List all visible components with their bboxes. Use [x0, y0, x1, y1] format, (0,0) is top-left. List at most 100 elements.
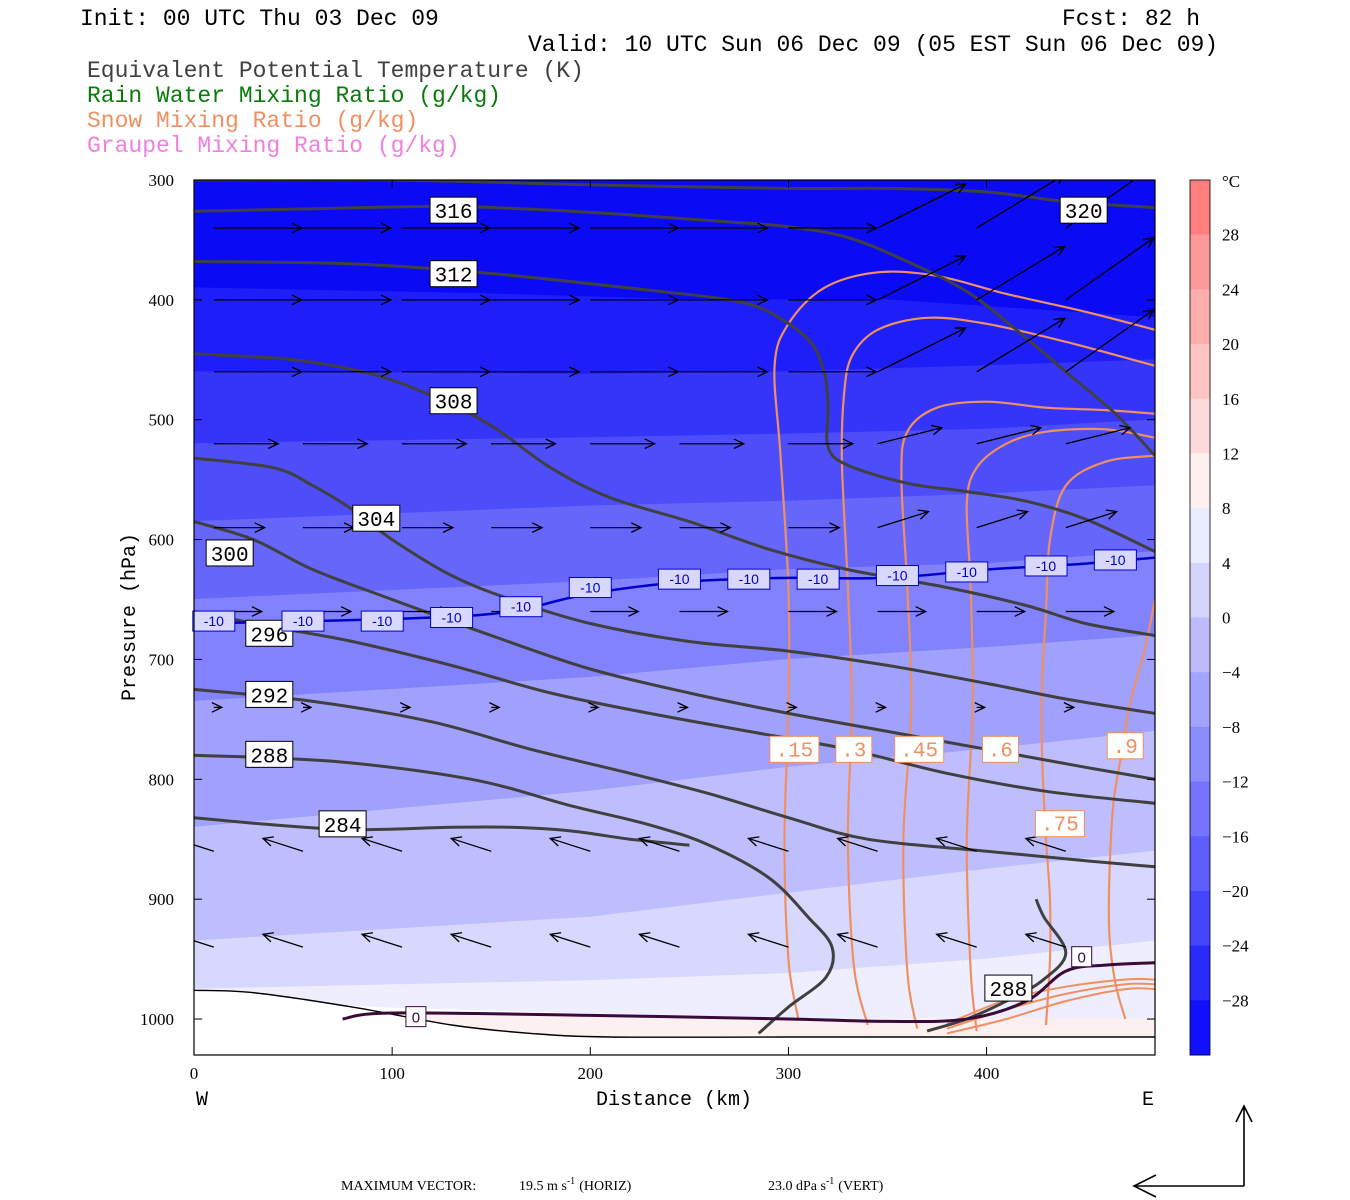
svg-text:0: 0 [1078, 950, 1086, 967]
wind-vector [399, 702, 412, 713]
wind-vector [677, 702, 689, 713]
snow-contour-label: .75 [1034, 810, 1085, 838]
wind-vector [302, 366, 393, 378]
max-vector-horiz-value: 19.5 m s [519, 1179, 567, 1194]
max-vector-vert-value: 23.0 dPa s [768, 1179, 826, 1194]
colorbar-swatch [1190, 453, 1210, 509]
wind-vector [638, 932, 680, 948]
x-tick-label: 0 [190, 1064, 199, 1083]
colorbar-label: −24 [1222, 937, 1249, 956]
wind-vector [875, 702, 888, 713]
isotherm-label: -10 [281, 610, 325, 632]
isotherm-label: -10 [430, 607, 474, 628]
wind-vector [1024, 836, 1067, 852]
wind-vector [877, 255, 967, 301]
snow-contour-label: .3 [835, 735, 873, 763]
svg-text:.9: .9 [1113, 737, 1138, 760]
wind-vector [747, 932, 789, 948]
wind-vector [261, 836, 304, 852]
svg-text:-10: -10 [957, 564, 977, 580]
colorbar-swatch [1190, 945, 1210, 1001]
isotherm-label: -10 [1024, 555, 1068, 577]
y-tick-label: 600 [149, 531, 175, 550]
isotherm-label: -10 [568, 577, 612, 599]
wind-vector [638, 836, 680, 852]
colorbar-swatch [1190, 1000, 1210, 1056]
wind-vector [976, 424, 1043, 445]
colorbar-swatch [1190, 344, 1210, 400]
wind-vector [788, 438, 855, 450]
wind-vector [877, 424, 944, 445]
wind-vector [402, 522, 455, 533]
temperature-colorbar: 28 24 20 16 12 8 4 0 −4 −8 −12 −16 −20 −24 −28 [1189, 179, 1249, 1056]
colorbar-swatch [1190, 890, 1210, 947]
colorbar-label: 4 [1222, 554, 1231, 573]
x-tick-label: 300 [776, 1064, 802, 1083]
wind-vector [402, 366, 492, 378]
colorbar-label: −28 [1222, 991, 1249, 1010]
wind-vector [588, 702, 600, 713]
plot-frame [193, 179, 1156, 1056]
snow-contour [1107, 599, 1155, 1020]
wind-vector [679, 438, 746, 450]
y-tick-label: 300 [149, 171, 175, 190]
wind-vectors [194, 180, 1155, 948]
contour-label: 316 [429, 196, 478, 225]
y-tick-label: 1000 [140, 1010, 174, 1029]
vector-key-arrows [1132, 1104, 1253, 1198]
isotherm-label: -10 [499, 596, 543, 618]
wind-vector [590, 366, 680, 378]
y-tick-label: 500 [149, 411, 175, 430]
snow-contour [946, 987, 1155, 1035]
svg-text:-10: -10 [204, 613, 224, 629]
y-tick-label: 900 [149, 890, 175, 909]
wind-vector [402, 438, 468, 450]
wind-vector [491, 294, 581, 306]
colorbar-label: 28 [1222, 226, 1239, 245]
wind-vector [300, 702, 313, 713]
x-axis-title: Distance (km) [596, 1089, 752, 1112]
colorbar-swatch [1190, 289, 1210, 345]
valid-time: Valid: 10 UTC Sun 06 Dec 09 (05 EST Sun … [528, 32, 1218, 58]
contour-labels: 320 316 312 308 304 300 296 292 288 288 284 -10 -10 -… [192, 196, 1144, 1028]
svg-text:-10: -10 [1105, 552, 1125, 568]
isotherm-label: -10 [360, 610, 404, 632]
svg-text:316: 316 [435, 202, 473, 225]
snow-contour-label: .9 [1106, 732, 1144, 760]
svg-text:284: 284 [324, 816, 362, 839]
wind-vector [590, 606, 640, 617]
svg-text:-10: -10 [372, 613, 392, 629]
wind-vector [679, 522, 732, 533]
wind-vector [788, 606, 838, 617]
svg-text:312: 312 [435, 266, 473, 289]
svg-text:.45: .45 [900, 740, 938, 763]
wind-vector [449, 836, 492, 852]
svg-text:308: 308 [435, 393, 473, 416]
wind-vector [788, 294, 878, 306]
wind-vector [590, 294, 680, 306]
wind-vector [491, 438, 558, 450]
svg-text:-10: -10 [887, 568, 907, 584]
wind-vector [935, 836, 977, 852]
x-tick-label: 200 [578, 1064, 604, 1083]
wind-vector [1065, 606, 1116, 617]
wind-vector [976, 245, 1066, 301]
svg-text:-10: -10 [739, 571, 759, 587]
svg-text:-10: -10 [441, 610, 461, 626]
contour-label: 308 [429, 387, 478, 416]
theta-e-contour [194, 180, 1155, 210]
svg-text:.6: .6 [988, 740, 1013, 763]
wind-vector [976, 180, 1062, 229]
snow-contour [900, 400, 1155, 1029]
wind-vector [877, 183, 967, 229]
wind-vector [974, 702, 987, 713]
wind-vector [836, 836, 878, 852]
colorbar-label: 24 [1222, 280, 1240, 299]
svg-text:.15: .15 [775, 740, 813, 763]
wind-vector [213, 222, 304, 234]
wind-vector [261, 932, 304, 948]
snow-contour [946, 977, 1155, 1025]
svg-text:-10: -10 [669, 571, 689, 587]
snow-contour [840, 316, 1155, 1026]
